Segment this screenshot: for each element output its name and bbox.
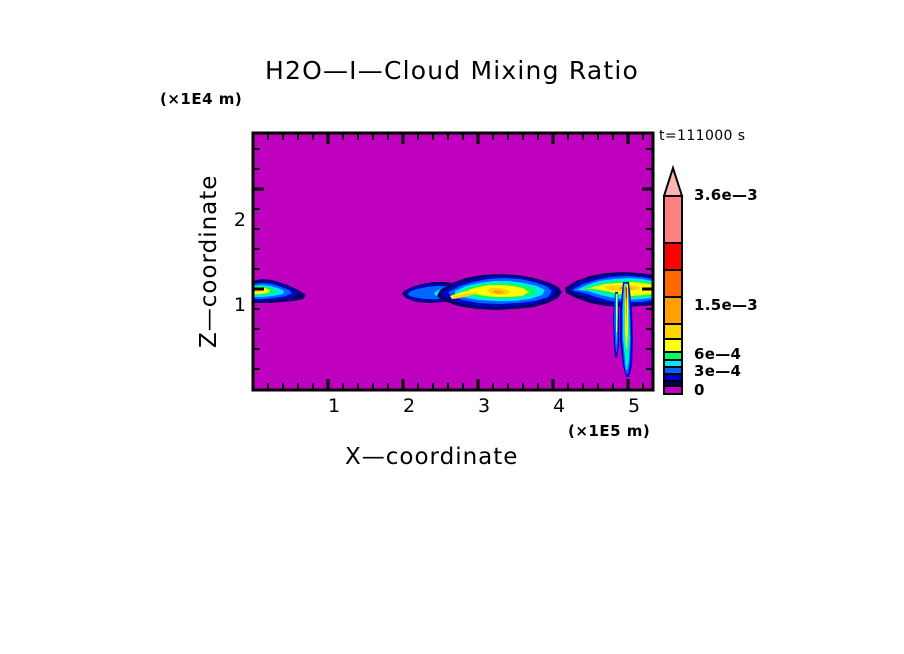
x-top-minor-ticks xyxy=(267,133,644,140)
colorbar-band-6 xyxy=(664,352,682,360)
plot-background xyxy=(253,133,653,390)
feature-right-cloud xyxy=(565,272,653,307)
timestamp-annotation: t=111000 s xyxy=(659,128,746,144)
x-top-major-ticks xyxy=(326,133,630,144)
colorbar-band-0 xyxy=(664,196,682,243)
y-tick-label-2: 2 xyxy=(233,209,246,231)
colorbar-band-4 xyxy=(664,324,682,339)
colorbar-frame xyxy=(663,195,683,395)
colorbar-label-6e4: 6e—4 xyxy=(694,345,742,363)
y-axis-unit-label: (×1E4 m) xyxy=(160,90,243,108)
colorbar-label-max: 3.6e—3 xyxy=(694,186,758,204)
colorbar-band-7 xyxy=(664,360,682,367)
contour-field xyxy=(253,272,653,377)
x-tick-label-2: 2 xyxy=(402,395,416,417)
page-title: H2O—I—Cloud Mixing Ratio xyxy=(264,56,639,85)
colorbar-band-10 xyxy=(664,381,682,386)
y-right-minor-ticks xyxy=(646,148,653,370)
x-tick-label-4: 4 xyxy=(552,395,566,417)
colorbar-extend-arrow xyxy=(662,164,684,197)
colorbar-label-zero: 0 xyxy=(694,381,705,399)
plot-frame xyxy=(251,131,655,392)
colorbar-band-3 xyxy=(664,297,682,324)
colorbar-label-3e4: 3e—4 xyxy=(694,362,742,380)
colorbar-band-8 xyxy=(664,367,682,374)
feature-central-cloud xyxy=(437,274,562,310)
x-tick-label-5: 5 xyxy=(627,395,641,417)
x-major-ticks xyxy=(326,379,630,390)
colorbar-band-1 xyxy=(664,243,682,270)
y-major-ticks xyxy=(253,187,264,291)
colorbar xyxy=(662,164,684,395)
x-axis-unit-label: (×1E5 m) xyxy=(568,422,651,440)
colorbar-band-2 xyxy=(664,270,682,297)
x-tick-label-3: 3 xyxy=(477,395,491,417)
y-minor-ticks xyxy=(253,148,260,370)
x-tick-label-1: 1 xyxy=(327,395,341,417)
colorbar-band-9 xyxy=(664,374,682,381)
x-axis-label: X—coordinate xyxy=(345,444,519,470)
colorbar-label-mid: 1.5e—3 xyxy=(694,296,758,314)
feature-precipitation-streak xyxy=(613,282,633,377)
y-tick-label-1: 1 xyxy=(233,294,246,316)
y-right-major-ticks xyxy=(642,187,653,291)
x-minor-ticks xyxy=(267,383,644,390)
colorbar-band-5 xyxy=(664,339,682,352)
colorbar-band-11 xyxy=(664,386,682,394)
